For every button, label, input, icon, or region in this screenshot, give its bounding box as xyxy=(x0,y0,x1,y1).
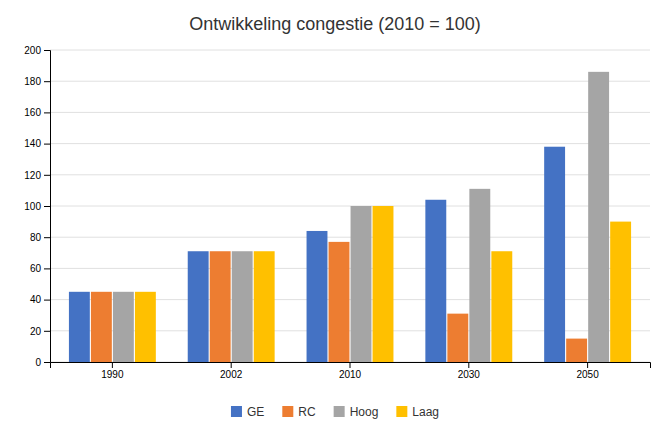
bar xyxy=(544,147,565,362)
tick-label: 20 xyxy=(30,326,42,337)
tick-label: 60 xyxy=(30,263,42,274)
legend-label: Hoog xyxy=(350,405,379,419)
tick-label: 2002 xyxy=(220,369,243,380)
tick-mark xyxy=(44,331,50,332)
bar-series xyxy=(69,147,565,362)
legend: GE RC Hoog Laag xyxy=(231,405,439,419)
tick-mark xyxy=(44,237,50,238)
grid-line xyxy=(50,143,650,144)
y-tick: 0 xyxy=(35,357,50,368)
y-tick: 100 xyxy=(24,201,50,212)
legend-swatch xyxy=(231,406,242,417)
legend-item: RC xyxy=(282,405,316,419)
axis-domain xyxy=(51,363,651,369)
grid-line xyxy=(50,81,650,82)
y-tick: 180 xyxy=(24,76,50,87)
tick-mark xyxy=(231,362,232,368)
legend-item: Hoog xyxy=(334,405,379,419)
bar xyxy=(329,242,350,362)
tick-label: 120 xyxy=(24,170,41,181)
tick-mark xyxy=(44,175,50,176)
legend-swatch xyxy=(334,406,345,417)
y-tick: 120 xyxy=(24,170,50,181)
x-axis: 1990 2002 2010 2030 2050 xyxy=(51,362,651,380)
y-tick: 80 xyxy=(30,232,50,243)
legend-label: RC xyxy=(298,405,316,419)
tick-mark xyxy=(44,81,50,82)
bar-series xyxy=(113,72,609,362)
bar xyxy=(210,251,231,362)
bar xyxy=(469,189,490,362)
tick-label: 2050 xyxy=(576,369,599,380)
tick-mark xyxy=(350,362,351,368)
legend-item: GE xyxy=(231,405,264,419)
legend-item: Laag xyxy=(396,405,439,419)
y-tick: 60 xyxy=(30,263,50,274)
bar-series xyxy=(91,242,587,362)
tick-mark xyxy=(112,362,113,368)
x-tick: 2030 xyxy=(458,362,481,380)
tick-label: 1990 xyxy=(101,369,124,380)
tick-label: 0 xyxy=(35,357,41,368)
bar xyxy=(588,72,609,362)
bar xyxy=(69,292,90,362)
bar xyxy=(232,251,253,362)
y-tick: 160 xyxy=(24,107,50,118)
grid xyxy=(50,50,650,362)
tick-label: 2030 xyxy=(458,369,481,380)
bar xyxy=(254,251,275,362)
tick-label: 40 xyxy=(30,294,42,305)
grid-line xyxy=(50,50,650,51)
tick-mark xyxy=(44,268,50,269)
legend-swatch xyxy=(396,406,407,417)
y-tick: 140 xyxy=(24,138,50,149)
tick-mark xyxy=(44,362,50,363)
tick-mark xyxy=(44,206,50,207)
axis-domain xyxy=(44,51,51,363)
x-tick: 1990 xyxy=(101,362,124,380)
bars xyxy=(69,72,631,362)
tick-mark xyxy=(587,362,588,368)
bar xyxy=(373,206,394,362)
tick-mark xyxy=(468,362,469,368)
tick-mark xyxy=(44,112,50,113)
tick-label: 80 xyxy=(30,232,42,243)
bar xyxy=(491,251,512,362)
x-tick: 2010 xyxy=(339,362,362,380)
legend-label: GE xyxy=(247,405,264,419)
bar xyxy=(566,339,587,362)
x-tick: 2050 xyxy=(576,362,599,380)
bar-series xyxy=(135,206,631,362)
tick-label: 200 xyxy=(24,45,41,56)
chart-svg: Ontwikkeling congestie (2010 = 100) 0 20 40… xyxy=(0,0,670,434)
tick-mark xyxy=(44,144,50,145)
tick-label: 100 xyxy=(24,201,41,212)
y-axis: 0 20 40 60 80 100 120 140 160 180 200 xyxy=(24,45,50,368)
bar xyxy=(351,206,372,362)
y-tick: 200 xyxy=(24,45,50,56)
chart-container: Ontwikkeling congestie (2010 = 100) 0 20 40… xyxy=(0,0,670,434)
y-tick: 20 xyxy=(30,326,50,337)
tick-label: 160 xyxy=(24,107,41,118)
bar xyxy=(91,292,112,362)
legend-label: Laag xyxy=(412,405,439,419)
tick-mark xyxy=(44,300,50,301)
bar xyxy=(610,222,631,362)
tick-label: 180 xyxy=(24,76,41,87)
bar xyxy=(188,251,209,362)
bar xyxy=(307,231,328,362)
tick-label: 2010 xyxy=(339,369,362,380)
y-tick: 40 xyxy=(30,294,50,305)
legend-swatch xyxy=(282,406,293,417)
x-tick: 2002 xyxy=(220,362,243,380)
bar xyxy=(113,292,134,362)
grid-line xyxy=(50,112,650,113)
tick-mark xyxy=(44,50,50,51)
bar xyxy=(447,314,468,362)
bar xyxy=(135,292,156,362)
chart-title: Ontwikkeling congestie (2010 = 100) xyxy=(189,14,481,34)
plot-area: 0 20 40 60 80 100 120 140 160 180 200 1990 2002 2010 2… xyxy=(24,45,650,380)
bar xyxy=(425,200,446,362)
tick-label: 140 xyxy=(24,138,41,149)
